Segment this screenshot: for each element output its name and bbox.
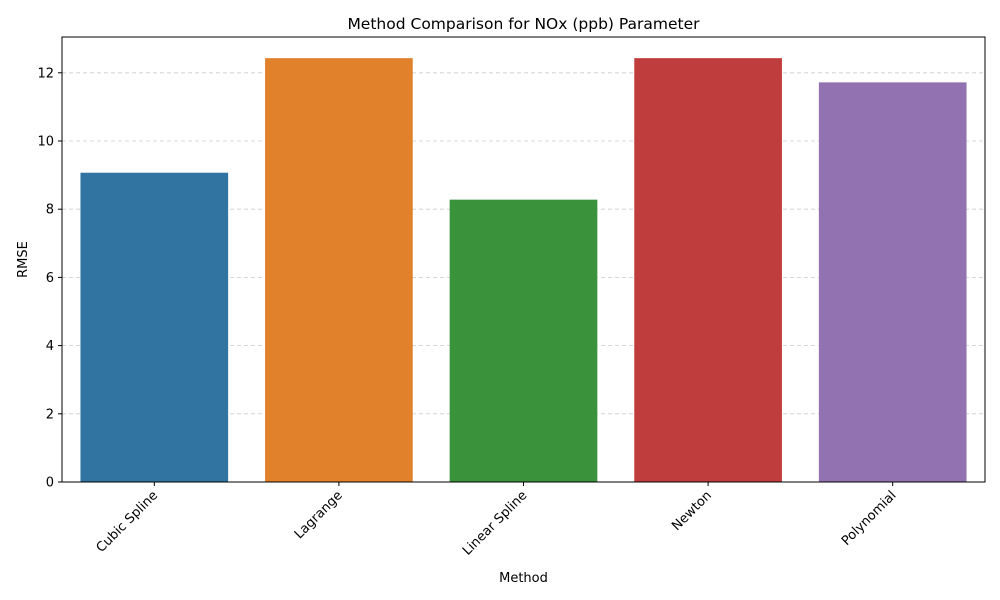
x-tick-label: Polynomial [839, 488, 900, 549]
x-tick-label: Linear Spline [460, 488, 530, 558]
x-tick-label: Newton [669, 488, 715, 534]
y-tick-label: 4 [46, 339, 54, 354]
y-tick-label: 0 [46, 476, 54, 491]
y-tick-label: 10 [37, 135, 54, 150]
y-tick-label: 8 [46, 203, 54, 218]
x-tick-label: Lagrange [292, 488, 346, 542]
chart-title: Method Comparison for NOx (ppb) Paramete… [347, 15, 700, 33]
x-axis-label: Method [499, 571, 548, 586]
bar-cubic-spline [80, 172, 229, 482]
bars [80, 58, 967, 483]
bar-newton [634, 58, 782, 483]
y-axis-label: RMSE [16, 241, 31, 278]
bar-lagrange [265, 58, 413, 483]
y-tick-label: 12 [37, 66, 54, 81]
bar-linear-spline [449, 199, 598, 483]
y-tick-label: 2 [46, 407, 54, 422]
bar-polynomial [818, 82, 967, 483]
y-axis-ticks: 0 2 4 6 8 10 12 [37, 66, 62, 491]
y-tick-label: 6 [46, 271, 54, 286]
x-tick-label: Cubic Spline [94, 488, 161, 555]
x-axis-ticks: Cubic Spline Lagrange Linear Spline Newton P… [94, 482, 900, 559]
